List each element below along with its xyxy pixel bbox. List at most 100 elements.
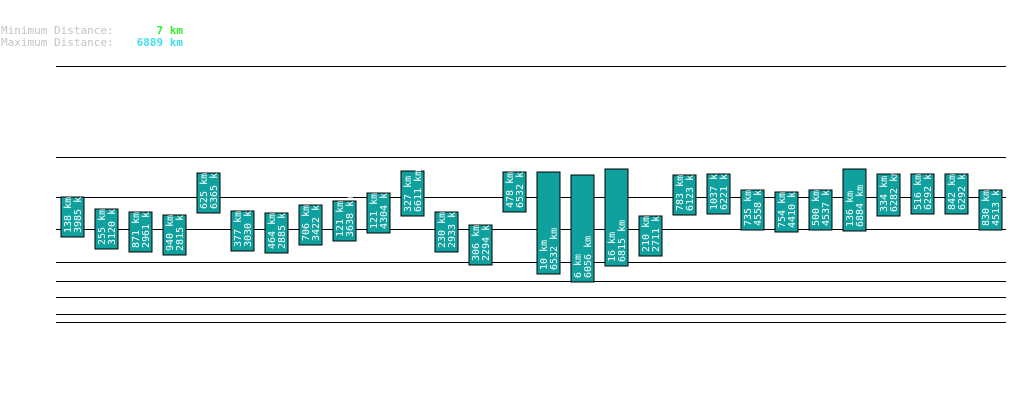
range-bar-rect bbox=[876, 173, 901, 217]
min-distance-label: 136 km bbox=[845, 191, 856, 227]
max-distance-label: 4558 km bbox=[753, 184, 764, 226]
range-bar-rect bbox=[570, 174, 595, 283]
range-bar-25: 334 km 6282 km bbox=[876, 170, 901, 217]
min-distance-label: 16 km bbox=[607, 232, 618, 262]
max-distance-label: 6611 km bbox=[413, 170, 424, 212]
min-distance-label: 754 km bbox=[777, 192, 788, 228]
range-bar-rect bbox=[162, 214, 187, 256]
legend-row-minimum: Minimum Distance: 7 km bbox=[1, 25, 183, 37]
min-distance-label: 500 km bbox=[811, 190, 822, 226]
range-bar-rect bbox=[196, 172, 221, 214]
range-bar-19: 783 km 6123 km bbox=[672, 169, 697, 216]
max-distance-label: 6532 km bbox=[549, 228, 560, 270]
max-distance-label: 2711 km bbox=[651, 210, 662, 252]
legend-min-value: 7 km bbox=[156, 24, 184, 37]
max-distance-label: 2294 km bbox=[481, 219, 492, 261]
range-bar-rect bbox=[332, 200, 357, 242]
min-distance-label: 478 km bbox=[505, 172, 516, 208]
range-bar-5: 625 km 6365 km bbox=[196, 167, 221, 214]
range-bar-20: 1037 km 6221 km bbox=[706, 168, 731, 215]
min-distance-label: 138 km bbox=[63, 197, 74, 233]
range-bar-rect bbox=[808, 189, 833, 231]
min-distance-label: 306 km bbox=[471, 225, 482, 261]
min-distance-label: 230 km bbox=[437, 212, 448, 248]
min-distance-label: 334 km bbox=[879, 176, 890, 212]
min-distance-label: 871 km bbox=[131, 212, 142, 248]
legend-row-maximum: Maximum Distance: 6889 km bbox=[1, 37, 183, 49]
max-distance-label: 6815 km bbox=[617, 220, 628, 262]
min-distance-label: 210 km bbox=[641, 216, 652, 252]
max-distance-label: 2815 km bbox=[175, 209, 186, 251]
range-bar-26: 516 km 6292 km bbox=[910, 168, 935, 215]
range-bar-rect bbox=[978, 189, 1003, 231]
max-distance-label: 2933 km bbox=[447, 206, 458, 248]
range-bar-27: 842 km 6292 km bbox=[944, 168, 969, 215]
range-bar-3: 871 km 2961 km bbox=[128, 206, 153, 253]
range-bar-rect bbox=[944, 173, 969, 215]
legend-min-label: Minimum Distance: bbox=[1, 24, 114, 37]
range-bar-8: 706 km 3422 km bbox=[298, 199, 323, 246]
min-distance-label: 516 km bbox=[913, 174, 924, 210]
min-distance-label: 255 km bbox=[97, 209, 108, 245]
legend-max-value: 6889 km bbox=[136, 36, 183, 49]
range-bar-16: 6 km 6056 km bbox=[570, 174, 595, 283]
range-bar-22: 754 km 4410 km bbox=[774, 186, 799, 233]
max-distance-label: 6292 km bbox=[957, 168, 968, 210]
range-bar-rect bbox=[706, 173, 731, 215]
range-bar-9: 121 km 3638 km bbox=[332, 195, 357, 242]
range-bar-rect bbox=[842, 168, 867, 232]
max-distance-label: 3120 km bbox=[107, 203, 118, 245]
range-bar-rect bbox=[740, 189, 765, 231]
range-bar-rect bbox=[298, 204, 323, 246]
max-distance-label: 3422 km bbox=[311, 199, 322, 241]
range-bar-1: 138 km 3985 km bbox=[60, 191, 85, 238]
min-distance-label: 10 km bbox=[539, 240, 550, 270]
max-distance-label: 6884 km bbox=[855, 185, 866, 227]
range-bar-23: 500 km 4537 km bbox=[808, 184, 833, 231]
max-distance-label: 2961 km bbox=[141, 206, 152, 248]
range-bar-17: 16 km 6815 km bbox=[604, 168, 629, 267]
range-bar-rect bbox=[468, 224, 493, 266]
range-bar-6: 377 km 3030 km bbox=[230, 205, 255, 252]
min-distance-label: 783 km bbox=[675, 175, 686, 211]
max-distance-label: 4537 km bbox=[821, 184, 832, 226]
min-distance-label: 121 km bbox=[369, 193, 380, 229]
range-bar-rect bbox=[230, 210, 255, 252]
range-bar-rect bbox=[672, 174, 697, 216]
max-distance-label: 3985 km bbox=[73, 191, 84, 233]
max-distance-label: 6056 km bbox=[583, 236, 594, 278]
min-distance-label: 6 km bbox=[573, 254, 584, 278]
range-bar-rect bbox=[502, 171, 527, 213]
range-bar-15: 10 km 6532 km bbox=[536, 171, 561, 275]
min-distance-label: 377 km bbox=[233, 211, 244, 247]
range-bar-rect bbox=[604, 168, 629, 267]
range-bar-21: 735 km 4558 km bbox=[740, 184, 765, 231]
range-bar-28: 830 km 4513 km bbox=[978, 184, 1003, 231]
range-bar-rect bbox=[638, 215, 663, 257]
max-distance-label: 6123 km bbox=[685, 169, 696, 211]
max-distance-label: 2885 km bbox=[277, 207, 288, 249]
max-distance-label: 6365 km bbox=[209, 167, 220, 209]
min-distance-label: 830 km bbox=[981, 190, 992, 226]
max-distance-label: 6532 km bbox=[515, 166, 526, 208]
range-bar-14: 478 km 6532 km bbox=[502, 166, 527, 213]
min-distance-label: 735 km bbox=[743, 190, 754, 226]
min-distance-label: 625 km bbox=[199, 173, 210, 209]
range-bar-rect bbox=[434, 211, 459, 253]
range-bar-rect bbox=[774, 191, 799, 233]
range-bar-rect bbox=[94, 208, 119, 250]
range-bar-4: 940 km 2815 km bbox=[162, 209, 187, 256]
range-bar-rect bbox=[366, 192, 391, 234]
min-distance-label: 1037 km bbox=[709, 168, 720, 210]
range-bar-rect bbox=[60, 196, 85, 238]
range-bar-rect bbox=[400, 170, 425, 217]
range-bar-rect bbox=[910, 173, 935, 215]
range-bar-7: 464 km 2885 km bbox=[264, 207, 289, 254]
range-bar-10: 121 km 4304 km bbox=[366, 187, 391, 234]
distance-legend: Minimum Distance: 7 km Maximum Distance: 6… bbox=[1, 25, 183, 49]
min-distance-label: 327 km bbox=[403, 176, 414, 212]
min-distance-label: 464 km bbox=[267, 213, 278, 249]
max-distance-label: 6292 km bbox=[923, 168, 934, 210]
range-bar-24: 136 km 6884 km bbox=[842, 168, 867, 232]
